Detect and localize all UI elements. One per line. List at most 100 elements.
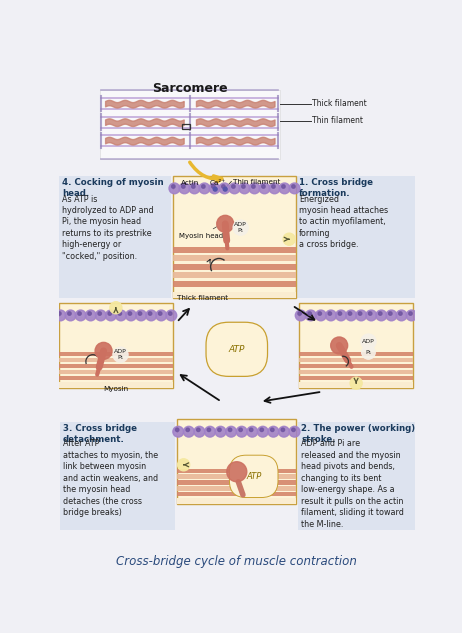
Circle shape: [305, 310, 316, 321]
Text: Thick filament: Thick filament: [176, 294, 228, 301]
Circle shape: [182, 185, 185, 188]
Bar: [299, 382, 413, 388]
Bar: [299, 376, 413, 380]
Circle shape: [194, 426, 205, 437]
Circle shape: [268, 426, 279, 437]
Text: Myosin: Myosin: [103, 385, 128, 391]
Circle shape: [201, 185, 205, 188]
Circle shape: [348, 312, 352, 315]
Circle shape: [409, 312, 412, 315]
Text: Sarcomere: Sarcomere: [152, 82, 228, 95]
Circle shape: [249, 428, 253, 432]
Circle shape: [108, 312, 111, 315]
Circle shape: [166, 310, 176, 321]
Circle shape: [362, 346, 376, 360]
Circle shape: [209, 183, 220, 194]
Circle shape: [148, 312, 152, 315]
Circle shape: [227, 461, 247, 482]
Circle shape: [65, 310, 76, 321]
Circle shape: [126, 310, 136, 321]
Circle shape: [247, 426, 258, 437]
Text: 2. The power (working)
stroke.: 2. The power (working) stroke.: [302, 424, 416, 444]
Circle shape: [136, 310, 146, 321]
Circle shape: [366, 310, 377, 321]
Circle shape: [326, 310, 336, 321]
Circle shape: [226, 426, 237, 437]
Circle shape: [118, 312, 122, 315]
Circle shape: [212, 185, 215, 188]
Circle shape: [292, 185, 295, 188]
Circle shape: [308, 312, 311, 315]
Circle shape: [396, 310, 407, 321]
Circle shape: [207, 428, 211, 432]
Bar: [299, 352, 413, 356]
Bar: [173, 190, 296, 193]
Circle shape: [356, 310, 366, 321]
FancyBboxPatch shape: [59, 303, 173, 388]
Circle shape: [282, 185, 285, 188]
Bar: [299, 317, 413, 320]
Circle shape: [257, 426, 268, 437]
Bar: [59, 376, 173, 380]
Circle shape: [229, 183, 240, 194]
Circle shape: [283, 233, 295, 246]
Bar: [173, 280, 296, 287]
Circle shape: [215, 426, 226, 437]
Circle shape: [346, 310, 357, 321]
Circle shape: [239, 428, 243, 432]
Circle shape: [218, 428, 221, 432]
Text: Myosin head: Myosin head: [179, 227, 223, 239]
Circle shape: [169, 183, 180, 194]
Circle shape: [183, 426, 194, 437]
Circle shape: [261, 185, 265, 188]
Bar: [176, 468, 296, 473]
Circle shape: [376, 310, 387, 321]
Circle shape: [328, 312, 332, 315]
Circle shape: [236, 426, 247, 437]
Text: 3. Cross bridge
detachment.: 3. Cross bridge detachment.: [63, 424, 137, 444]
Bar: [176, 486, 296, 491]
Circle shape: [271, 428, 274, 432]
Circle shape: [146, 310, 157, 321]
Bar: [59, 352, 173, 356]
Bar: [182, 123, 190, 129]
Circle shape: [279, 426, 289, 437]
Bar: [173, 255, 296, 261]
Circle shape: [85, 310, 96, 321]
Circle shape: [318, 312, 322, 315]
Circle shape: [158, 312, 162, 315]
Circle shape: [192, 185, 195, 188]
Circle shape: [199, 183, 210, 194]
Circle shape: [378, 312, 382, 315]
Circle shape: [105, 310, 116, 321]
Text: Thin filament: Thin filament: [312, 116, 363, 125]
Circle shape: [281, 428, 285, 432]
Circle shape: [272, 185, 275, 188]
Circle shape: [223, 187, 227, 191]
Circle shape: [173, 426, 183, 437]
Bar: [59, 364, 173, 368]
FancyBboxPatch shape: [299, 303, 413, 388]
Text: P₁: P₁: [365, 350, 371, 355]
Circle shape: [177, 459, 190, 471]
Bar: [59, 370, 173, 374]
Circle shape: [289, 183, 300, 194]
Text: Energized
myosin head attaches
to actin myofilament,
forming
a cross bridge.: Energized myosin head attaches to actin …: [299, 194, 388, 249]
Circle shape: [222, 185, 225, 188]
Text: Thin filament: Thin filament: [233, 179, 280, 185]
Text: ADP
P₁: ADP P₁: [114, 349, 127, 360]
Circle shape: [197, 428, 200, 432]
Circle shape: [316, 310, 326, 321]
Text: Thick filament: Thick filament: [312, 99, 367, 108]
Circle shape: [252, 185, 255, 188]
Circle shape: [219, 183, 230, 194]
Circle shape: [249, 183, 260, 194]
FancyBboxPatch shape: [298, 422, 415, 530]
Circle shape: [189, 183, 200, 194]
Bar: [173, 272, 296, 279]
Circle shape: [260, 428, 263, 432]
Circle shape: [113, 347, 128, 363]
Circle shape: [110, 301, 122, 314]
Circle shape: [169, 312, 172, 315]
Text: ATP: ATP: [246, 472, 261, 481]
